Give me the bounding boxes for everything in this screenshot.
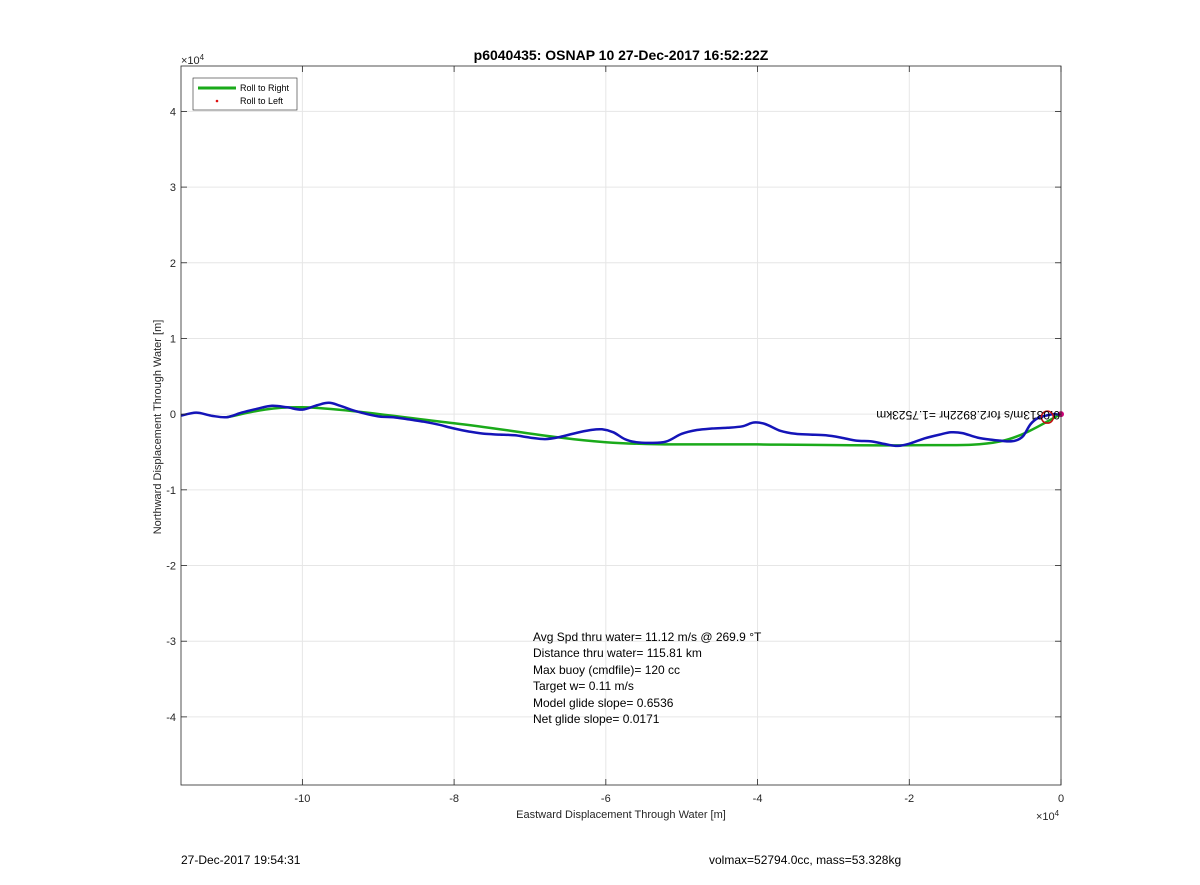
legend-box <box>192 77 298 111</box>
annotation-net-glide: Net glide slope= 0.0171 <box>533 712 660 726</box>
x-exponent-base: ×10 <box>1036 811 1055 823</box>
plot-area <box>180 401 1064 448</box>
grid-lines <box>181 66 1062 785</box>
annotation-distance: Distance thru water= 115.81 km <box>533 646 702 660</box>
x-exponent-power: 4 <box>1055 809 1060 818</box>
y-exponent-power: 4 <box>200 53 205 62</box>
y-exponent-base: ×10 <box>181 55 200 67</box>
y-tick-label: -1 <box>166 485 176 497</box>
footer-timestamp: 27-Dec-2017 19:54:31 <box>181 853 301 867</box>
x-tick-label: -10 <box>294 793 310 805</box>
y-tick-label: 4 <box>170 106 176 118</box>
y-tick-label: 0 <box>170 409 176 421</box>
x-tick-label: -2 <box>904 793 914 805</box>
legend-label-roll-right: Roll to Right <box>240 83 290 93</box>
chart-title: p6040435: OSNAP 10 27-Dec-2017 16:52:22Z <box>474 47 769 63</box>
footer-volmax: volmax=52794.0cc, mass=53.328kg <box>709 853 902 867</box>
annotation-target-w: Target w= 0.11 m/s <box>533 679 634 693</box>
x-tick-label: 0 <box>1058 793 1064 805</box>
series-line-1 <box>180 401 1062 448</box>
end-circle-marker <box>1040 410 1055 424</box>
x-tick-label: -6 <box>601 793 611 805</box>
legend: Roll to Right Roll to Left <box>192 77 298 111</box>
y-tick-label: 2 <box>170 258 176 270</box>
y-tick-label: -2 <box>166 561 176 573</box>
y-tick-label: 1 <box>170 333 176 345</box>
y-tick-label: -4 <box>166 712 176 724</box>
x-tick-label: -8 <box>449 793 459 805</box>
y-tick-label: -3 <box>166 636 176 648</box>
y-axis-label: Northward Displacement Through Water [m] <box>152 320 164 535</box>
x-axis-label: Eastward Displacement Through Water [m] <box>516 809 726 821</box>
annotation-max-buoy: Max buoy (cmdfile)= 120 cc <box>533 663 680 677</box>
legend-dot-roll-left <box>215 99 219 103</box>
axes-box <box>180 65 1062 786</box>
x-tick-label: -4 <box>753 793 763 805</box>
series-line-0 <box>226 406 1062 447</box>
stats-annotation: Avg Spd thru water= 11.12 m/s @ 269.9 °T… <box>533 630 762 726</box>
annotation-model-glide: Model glide slope= 0.6536 <box>533 696 674 710</box>
y-axis-exponent: ×104 <box>181 53 205 67</box>
current-annotation-rotated: 0.0313m/s for2.8922hr =1.7523km <box>876 408 1060 422</box>
annotation-avg-speed: Avg Spd thru water= 11.12 m/s @ 269.9 °T <box>533 630 762 644</box>
y-tick-label: 3 <box>170 182 176 194</box>
legend-label-roll-left: Roll to Left <box>240 96 284 106</box>
x-axis-exponent: ×104 <box>1036 809 1060 823</box>
